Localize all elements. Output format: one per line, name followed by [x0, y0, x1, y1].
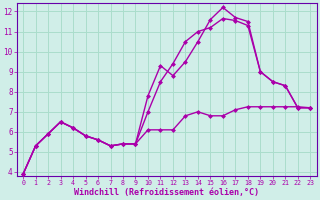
X-axis label: Windchill (Refroidissement éolien,°C): Windchill (Refroidissement éolien,°C) [74, 188, 259, 197]
